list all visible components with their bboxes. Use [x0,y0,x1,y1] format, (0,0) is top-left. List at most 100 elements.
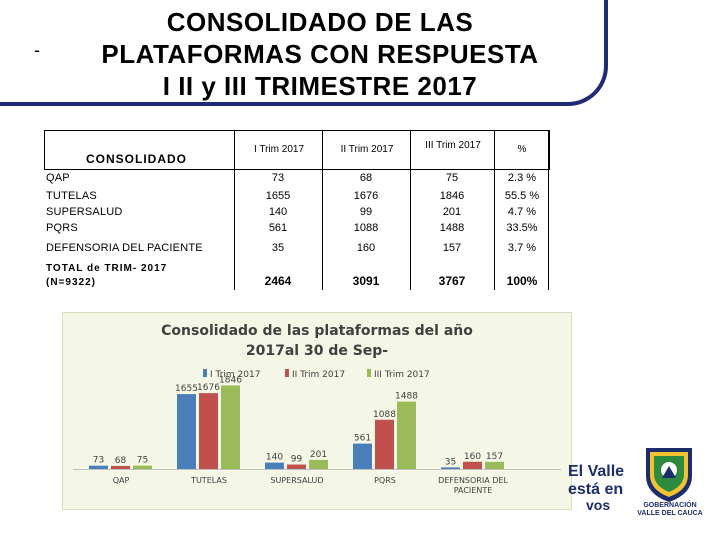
bar [133,465,152,469]
column-header-q3: III Trim 2017 [425,140,481,151]
cell-q3: 201 [442,206,462,218]
data-label: 561 [354,434,371,444]
chart-title: Consolidado de las plataformas del año [161,323,473,339]
table-row: PQRS 561 1088 1488 33.5% [44,222,548,238]
row-label: TUTELAS [46,190,97,202]
data-label: 35 [445,457,456,467]
table-row: SUPERSALUD 140 99 201 4.7 % [44,206,548,222]
bar [485,461,504,469]
bar-chart-svg: Consolidado de las plataformas del año 20… [73,323,561,495]
bar [375,419,394,469]
bar [265,462,284,469]
cell-percent: 4.7 % [507,206,537,218]
row-label: PQRS [46,222,78,234]
bar-chart: Consolidado de las plataformas del año 20… [62,312,572,510]
category-label: PACIENTE [454,486,493,495]
header-background [0,0,604,102]
cell-q1: 1655 [265,190,291,202]
data-label: 1088 [373,410,396,420]
total-q2: 3091 [352,274,380,288]
bar [111,465,130,469]
column-header-percent: % [517,144,527,155]
cell-q1: 140 [268,206,288,218]
table-row: TUTELAS 1655 1676 1846 55.5 % [44,190,548,206]
row-label: SUPERSALUD [46,206,123,218]
cell-q1: 35 [271,242,285,254]
data-label: 1846 [219,375,242,385]
total-percent: 100% [506,274,538,288]
title-line-3: I II y III TRIMESTRE 2017 [162,71,478,101]
legend-label: II Trim 2017 [292,370,345,380]
chart-title: 2017al 30 de Sep- [246,343,388,359]
table-row: QAP 73 68 75 2.3 % [44,172,548,188]
cell-q2: 68 [359,172,373,184]
row-label: QAP [46,172,70,184]
cell-q2: 99 [359,206,373,218]
bar [397,401,416,469]
total-label-line-1: TOTAL de TRIM- 2017 [46,263,168,274]
data-label: 1676 [197,383,220,393]
government-line-2: VALLE DEL CAUCA [637,510,703,517]
bar [463,461,482,469]
table-divider [322,130,323,290]
data-label: 1655 [175,384,198,394]
category-label: SUPERSALUD [270,476,323,485]
data-label: 140 [266,453,283,463]
legend-swatch [285,369,289,377]
table-row: DEFENSORIA DEL PACIENTE 35 160 157 3.7 % [44,242,548,258]
government-line-1: GOBERNACIÓN [643,502,697,509]
bar [221,385,240,469]
cell-percent: 33.5% [506,222,538,234]
total-label-line-2: (N=9322) [46,277,96,288]
bar [353,443,372,469]
table-divider [410,130,411,290]
data-label: 157 [486,452,503,462]
tagline-line-2: está en [568,481,623,498]
coat-of-arms-icon [646,448,692,502]
data-label: 68 [115,456,127,466]
category-label: QAP [113,476,130,485]
data-label: 160 [464,452,481,462]
cell-q2: 160 [356,242,376,254]
header-dash: - [34,40,40,60]
category-label: TUTELAS [190,476,227,485]
bar [89,465,108,469]
tagline-line-1: El Valle [568,463,624,480]
cell-q3: 157 [442,242,462,254]
data-label: 1488 [395,392,418,402]
legend-swatch [203,369,207,377]
cell-q1: 73 [271,172,285,184]
cell-q2: 1088 [353,222,379,234]
column-header-q2: II Trim 2017 [340,144,394,155]
cell-q3: 1846 [439,190,465,202]
cell-percent: 3.7 % [507,242,537,254]
table-divider [548,130,549,290]
data-label: 73 [93,456,104,466]
total-q3: 3767 [438,274,466,288]
cell-q2: 1676 [353,190,379,202]
cell-percent: 55.5 % [504,190,540,202]
total-q1: 2464 [264,274,292,288]
category-label: PQRS [374,476,396,485]
data-label: 99 [291,455,303,465]
total-label: TOTAL de TRIM- 2017 (N=9322) [46,262,167,290]
legend-swatch [367,369,371,377]
title-line-1: CONSOLIDADO DE LAS [166,7,474,37]
cell-percent: 2.3 % [507,172,537,184]
cell-q3: 75 [445,172,459,184]
table-divider [494,130,495,290]
legend-label: III Trim 2017 [374,370,430,380]
bar [177,394,196,469]
legend-label: I Trim 2017 [210,370,260,380]
table-corner-label: CONSOLIDADO [86,152,187,166]
tagline-line-3: vos [586,497,610,513]
row-label: DEFENSORIA DEL PACIENTE [46,242,203,254]
page-title: CONSOLIDADO DE LAS PLATAFORMAS CON RESPU… [60,6,580,102]
bar [199,393,218,469]
column-header-q1: I Trim 2017 [253,144,305,155]
government-label: GOBERNACIÓN VALLE DEL CAUCA [630,502,710,518]
title-line-2: PLATAFORMAS CON RESPUESTA [101,39,539,69]
header-band [0,0,608,106]
bar [309,459,328,469]
el-valle-logo: El Valle está en vos [568,463,624,513]
